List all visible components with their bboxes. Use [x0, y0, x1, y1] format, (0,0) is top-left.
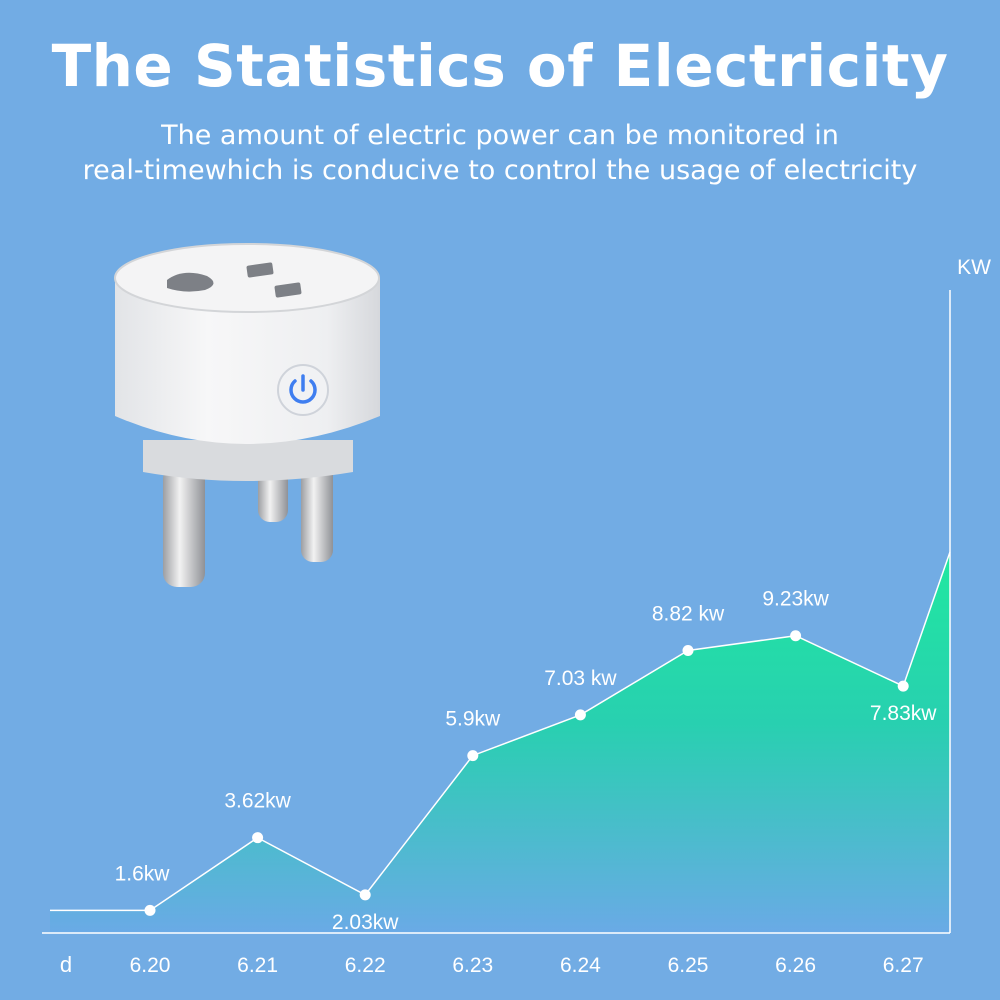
x-axis-unit-label: d: [60, 952, 72, 977]
smart-plug-image: [114, 243, 380, 587]
x-tick-label-6.23: 6.23: [452, 954, 493, 977]
series-line: [50, 551, 951, 912]
data-point-6.22: [359, 889, 371, 901]
data-label-6.21: 3.62kw: [224, 790, 291, 813]
x-tick-label-6.26: 6.26: [775, 954, 816, 977]
data-point-6.24: [574, 709, 586, 721]
data-label-6.23: 5.9kw: [445, 708, 501, 731]
subtitle-line-2: real-timewhich is conducive to control t…: [82, 155, 918, 186]
data-point-6.20: [144, 904, 156, 916]
socket-holes: [167, 262, 302, 298]
data-point-6.26: [790, 630, 802, 642]
x-tick-label-6.22: 6.22: [345, 954, 386, 977]
page-title: The Statistics of Electricity: [51, 32, 949, 100]
power-button-icon: [277, 364, 329, 416]
data-label-6.24: 7.03 kw: [544, 667, 617, 690]
plug-pins: [163, 460, 333, 587]
data-label-6.22: 2.03kw: [332, 911, 399, 934]
data-label-6.20: 1.6kw: [115, 862, 171, 885]
data-point-6.21: [252, 832, 264, 844]
data-point-6.23: [467, 750, 479, 762]
data-label-6.26: 9.23kw: [762, 588, 829, 611]
x-tick-label-6.20: 6.20: [130, 954, 171, 977]
y-axis-unit-label: KW: [957, 256, 991, 279]
data-label-6.27: 7.83kw: [870, 702, 937, 725]
data-point-6.27: [897, 680, 909, 692]
data-point-6.25: [682, 644, 694, 656]
data-label-6.25: 8.82 kw: [652, 602, 725, 625]
x-tick-label-6.27: 6.27: [883, 954, 924, 977]
area-fill: [50, 552, 950, 933]
x-tick-label-6.24: 6.24: [560, 954, 601, 977]
x-tick-label-6.25: 6.25: [668, 954, 709, 977]
x-tick-label-6.21: 6.21: [237, 954, 278, 977]
subtitle-line-1: The amount of electric power can be moni…: [161, 120, 839, 151]
page-subtitle: The amount of electric power can be moni…: [0, 118, 1000, 188]
